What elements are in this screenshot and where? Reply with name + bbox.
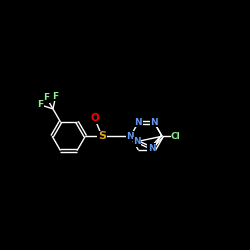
Text: F: F (44, 93, 50, 102)
Text: F: F (52, 92, 59, 101)
Text: N: N (126, 132, 134, 141)
Text: O: O (90, 113, 99, 123)
Text: N: N (134, 118, 142, 127)
Text: S: S (98, 131, 106, 141)
Text: N: N (148, 144, 155, 152)
Text: N: N (133, 137, 141, 146)
Text: N: N (150, 118, 158, 127)
Text: Cl: Cl (171, 132, 181, 141)
Text: F: F (38, 100, 44, 110)
